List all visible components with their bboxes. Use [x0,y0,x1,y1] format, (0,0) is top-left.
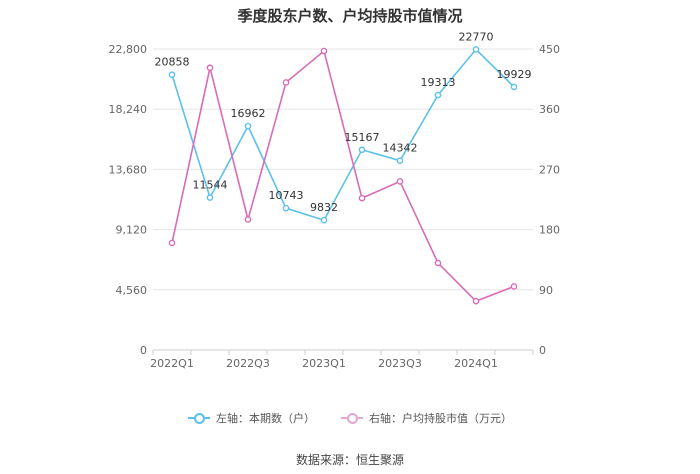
right-series-point [434,259,442,267]
right-series-point [472,297,480,305]
right-series-point [282,79,290,86]
right-series-point [510,283,518,290]
data-label: 16962 [231,107,266,120]
left-series-point [434,91,442,99]
left-series-point [206,194,214,201]
right-series-point [206,64,214,72]
left-axis-tick-label: 13,680 [109,163,148,176]
series [168,46,518,305]
data-label: 19929 [497,68,532,81]
data-label: 15167 [345,131,380,144]
left-series-point [168,71,176,78]
right-series-point [168,239,176,247]
x-axis-tick-label: 2023Q1 [302,357,346,370]
legend-right-swatch-icon [341,412,363,424]
left-series-point [244,122,252,130]
legend-left-swatch-icon [188,412,210,424]
legend-left-label: 左轴：本期数（户） [216,412,315,425]
data-label: 9832 [310,201,338,214]
right-series-line [171,49,515,303]
right-series-point [358,194,366,202]
right-axis-tick-label: 90 [539,284,553,297]
data-source: 数据来源：恒生聚源 [295,453,404,467]
right-axis-tick-label: 360 [539,103,560,116]
x-axis-tick-label: 2022Q3 [226,357,270,370]
left-series-point [320,216,328,224]
legend: 左轴：本期数（户） 右轴：户均持股市值（万元） [0,410,700,426]
right-axis-tick-label: 270 [539,163,560,176]
right-axis-tick-label: 180 [539,224,560,237]
chart-title: 季度股东户数、户均持股市值情况 [237,7,463,25]
data-label: 20858 [155,56,190,69]
right-axis-tick-label: 0 [539,344,546,357]
axes: 0 0 4,560 90 9,120 180 13,680 270 18,240 360 22,80… [109,43,561,370]
right-series-point [244,216,252,223]
left-axis-tick-label: 9,120 [116,224,148,237]
data-label: 19313 [421,76,456,89]
left-axis-tick-label: 4,560 [116,284,148,297]
left-series-line [171,48,515,222]
left-series-point [396,157,404,164]
data-label: 11544 [193,179,228,192]
x-axis-tick-label: 2024Q1 [454,357,498,370]
x-axis-tick-label: 2023Q3 [378,357,422,370]
legend-right-label: 右轴：户均持股市值（万元） [369,412,512,425]
data-label: 10743 [269,189,304,202]
data-label: 14342 [383,142,418,155]
left-series-point [358,146,366,154]
left-series-point [282,204,290,212]
right-axis-tick-label: 450 [539,43,560,56]
legend-item-right-series[interactable]: 右轴：户均持股市值（万元） [341,410,512,426]
left-series-point [510,83,518,91]
left-series-point [472,46,480,53]
left-axis-tick-label: 22,800 [109,43,148,56]
data-label: 22770 [459,30,494,43]
left-axis-tick-label: 18,240 [109,103,148,116]
x-axis-tick-label: 2022Q1 [150,357,194,370]
legend-item-left-series[interactable]: 左轴：本期数（户） [188,410,315,426]
right-series-point [396,178,404,185]
left-axis-tick-label: 0 [140,344,147,357]
right-series-point [320,47,328,55]
